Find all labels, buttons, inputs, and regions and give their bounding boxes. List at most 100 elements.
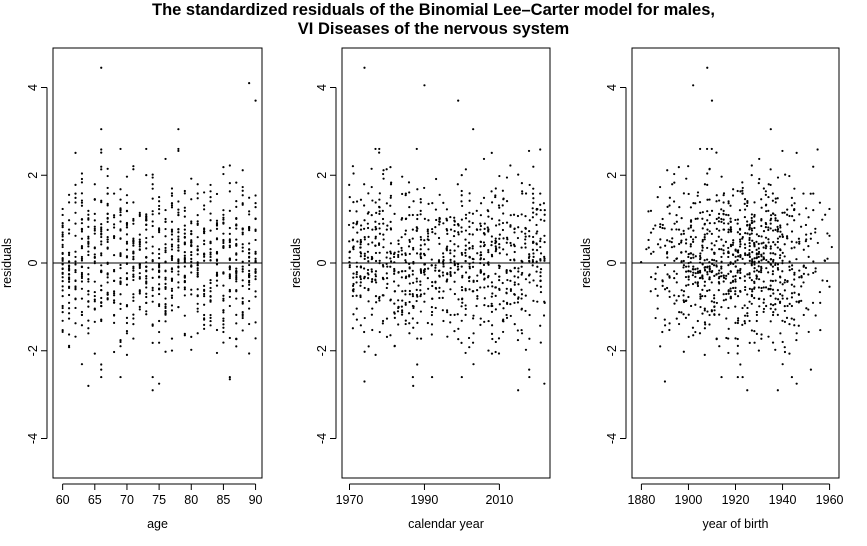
data-point <box>93 246 96 249</box>
data-point <box>729 297 732 300</box>
data-point <box>209 286 212 290</box>
data-point <box>397 271 400 274</box>
data-point <box>209 229 212 232</box>
data-point <box>61 272 64 275</box>
data-point <box>235 217 238 220</box>
data-point <box>132 323 135 326</box>
data-point <box>776 225 779 229</box>
data-point <box>668 204 671 207</box>
data-point <box>170 248 174 251</box>
data-point <box>762 252 765 255</box>
data-point <box>93 320 96 323</box>
data-point <box>363 267 366 270</box>
data-point <box>790 375 793 379</box>
data-point <box>378 147 381 151</box>
data-point <box>762 246 765 249</box>
data-point <box>400 305 403 308</box>
data-point <box>367 192 370 195</box>
data-point <box>435 218 438 222</box>
data-point <box>401 309 404 312</box>
data-point <box>132 258 135 261</box>
data-point <box>471 245 474 248</box>
data-point <box>196 192 199 195</box>
data-point <box>722 192 726 195</box>
data-point <box>145 213 148 216</box>
data-point <box>170 245 174 248</box>
data-point <box>67 273 71 276</box>
data-point <box>682 192 685 195</box>
data-point <box>416 217 419 221</box>
data-point <box>524 232 527 235</box>
data-point <box>703 259 706 262</box>
data-point <box>826 232 829 235</box>
data-point <box>682 294 685 297</box>
data-point <box>419 295 422 298</box>
data-point <box>67 293 71 297</box>
data-point <box>739 240 742 243</box>
data-point <box>479 214 482 217</box>
data-point <box>138 277 141 280</box>
data-point <box>760 333 763 336</box>
data-point <box>411 304 414 308</box>
data-point <box>750 213 753 216</box>
data-point <box>170 294 174 297</box>
data-point <box>722 213 725 216</box>
data-point <box>215 192 219 196</box>
data-point <box>419 209 422 212</box>
data-point <box>668 290 671 293</box>
data-point <box>408 206 411 209</box>
data-point <box>177 235 180 238</box>
data-point <box>382 169 385 172</box>
data-point <box>241 284 244 288</box>
data-point <box>710 147 713 151</box>
data-point <box>145 256 148 259</box>
outlier-point <box>457 99 460 102</box>
data-point <box>722 299 725 302</box>
data-point <box>649 290 652 293</box>
data-point <box>100 304 103 308</box>
data-point <box>487 274 490 278</box>
data-point <box>382 238 385 241</box>
data-point <box>434 232 437 235</box>
data-point <box>209 281 212 285</box>
data-point <box>381 276 385 279</box>
data-point <box>647 210 650 213</box>
data-point <box>736 337 739 341</box>
data-point <box>784 173 787 176</box>
data-point <box>80 181 84 184</box>
data-point <box>106 192 109 195</box>
data-point <box>132 337 135 340</box>
data-point <box>769 303 773 306</box>
data-point <box>228 241 231 244</box>
data-point <box>145 281 148 284</box>
data-point <box>119 340 122 344</box>
data-point <box>177 231 180 234</box>
data-point <box>539 258 542 261</box>
data-point <box>190 257 193 260</box>
data-point <box>694 268 697 271</box>
data-point <box>61 306 64 310</box>
x-tick-label: 60 <box>56 493 70 507</box>
data-point <box>487 229 490 232</box>
data-point <box>753 245 756 248</box>
data-point <box>701 288 704 291</box>
data-point <box>736 250 739 253</box>
data-point <box>112 236 116 240</box>
data-point <box>125 316 129 319</box>
data-point <box>771 212 775 215</box>
data-point <box>750 164 753 167</box>
data-point <box>790 292 794 295</box>
data-point <box>355 294 358 297</box>
data-point <box>483 277 486 280</box>
data-point <box>427 238 430 242</box>
data-point <box>389 260 393 263</box>
data-point <box>222 271 225 274</box>
data-point <box>769 214 773 217</box>
data-point <box>177 281 180 284</box>
data-point <box>100 233 103 236</box>
data-point <box>222 216 225 219</box>
outlier-point <box>663 380 667 383</box>
data-point <box>132 219 135 222</box>
data-point <box>793 273 796 276</box>
data-point <box>703 266 706 269</box>
